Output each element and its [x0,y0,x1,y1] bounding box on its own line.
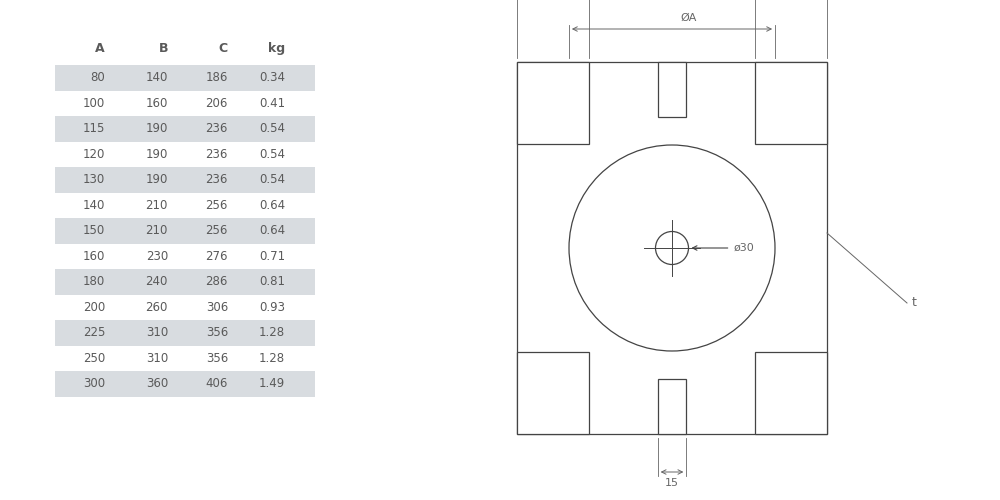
Text: 0.71: 0.71 [259,250,285,263]
Text: 0.93: 0.93 [259,301,285,314]
Bar [55,90,315,116]
Text: 256: 256 [206,224,228,237]
Text: 236: 236 [206,122,228,136]
Text: 80: 80 [90,71,105,84]
Text: 190: 190 [146,174,168,186]
Text: 236: 236 [206,148,228,161]
Bar [55,65,315,90]
Text: 0.81: 0.81 [259,275,285,288]
Text: B: B [158,42,168,54]
Bar [55,116,315,141]
Text: 0.54: 0.54 [259,174,285,186]
Text: A: A [95,42,105,54]
Text: 300: 300 [83,378,105,390]
Text: 260: 260 [146,301,168,314]
Text: 276: 276 [206,250,228,263]
Text: 1.28: 1.28 [259,352,285,365]
Circle shape [569,145,775,351]
Text: 140: 140 [83,199,105,212]
Text: 0.64: 0.64 [259,224,285,237]
Text: 0.64: 0.64 [259,199,285,212]
Text: kg: kg [268,42,285,54]
Text: 15: 15 [665,478,679,488]
Text: 160: 160 [83,250,105,263]
Text: 236: 236 [206,174,228,186]
Text: 210: 210 [146,224,168,237]
Text: 240: 240 [146,275,168,288]
Bar [55,371,315,396]
Text: 1.49: 1.49 [259,378,285,390]
Bar [755,62,827,144]
Text: 225: 225 [83,326,105,340]
Bar [55,192,315,218]
Text: 210: 210 [146,199,168,212]
Text: 250: 250 [83,352,105,365]
Text: 190: 190 [146,122,168,136]
Bar [658,62,686,117]
Text: 0.41: 0.41 [259,97,285,110]
Text: 150: 150 [83,224,105,237]
Bar [517,62,827,434]
Text: 306: 306 [206,301,228,314]
Text: ø30: ø30 [734,243,754,253]
Text: 186: 186 [206,71,228,84]
Bar [55,167,315,192]
Text: 230: 230 [146,250,168,263]
Bar [55,346,315,371]
Text: 406: 406 [206,378,228,390]
Text: 115: 115 [83,122,105,136]
Text: 356: 356 [206,352,228,365]
Text: 190: 190 [146,148,168,161]
Text: 310: 310 [146,352,168,365]
Bar [55,244,315,269]
Text: 206: 206 [206,97,228,110]
Bar [55,142,315,167]
Circle shape [656,232,688,264]
Bar [517,352,589,434]
Text: t: t [912,296,917,310]
Text: 200: 200 [83,301,105,314]
Bar [55,320,315,345]
Bar [658,379,686,434]
Text: 256: 256 [206,199,228,212]
Bar [755,352,827,434]
Text: 180: 180 [83,275,105,288]
Text: ØA: ØA [680,13,696,23]
Bar [517,62,589,144]
Text: 286: 286 [206,275,228,288]
Text: 1.28: 1.28 [259,326,285,340]
Text: 356: 356 [206,326,228,340]
Text: 160: 160 [146,97,168,110]
Text: 100: 100 [83,97,105,110]
Text: 0.54: 0.54 [259,148,285,161]
Text: 0.34: 0.34 [259,71,285,84]
Bar [55,294,315,320]
Text: 130: 130 [83,174,105,186]
Text: C: C [219,42,228,54]
Bar [55,269,315,294]
Text: 120: 120 [83,148,105,161]
Text: 140: 140 [146,71,168,84]
Text: 360: 360 [146,378,168,390]
Text: 310: 310 [146,326,168,340]
Bar [55,218,315,244]
Text: 0.54: 0.54 [259,122,285,136]
